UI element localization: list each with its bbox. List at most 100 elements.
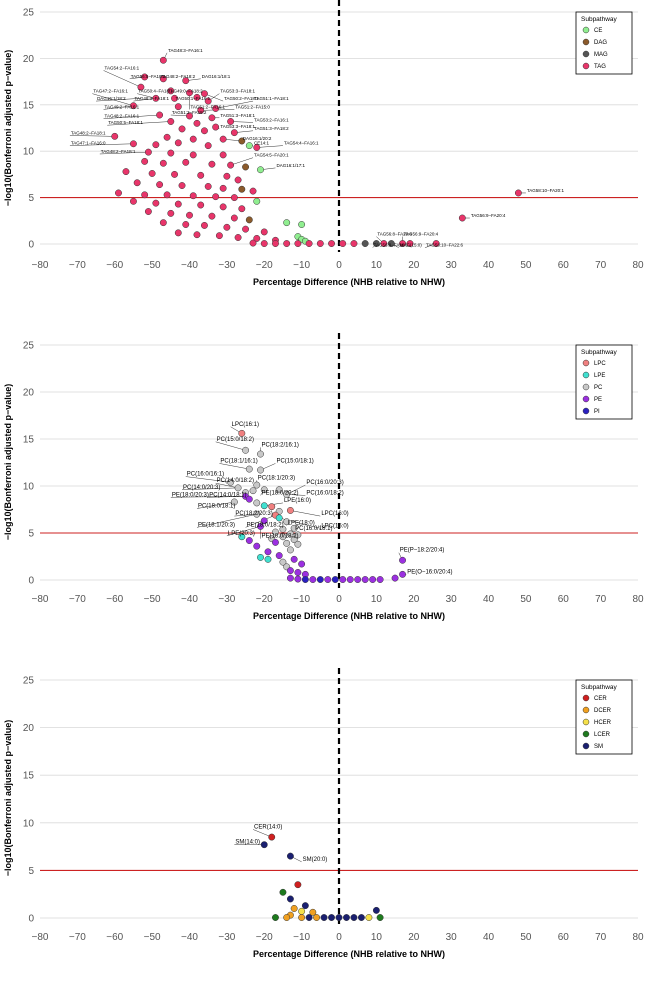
x-tick-label: 20 [408,594,420,605]
data-point-tag [189,135,197,143]
label-leader-line [196,501,235,509]
point-label: TAG48:2−FA18:2 [161,74,196,79]
data-point-pc [253,499,261,507]
data-point-lpe [257,553,264,561]
data-point-dcer [309,908,317,916]
x-tick-label: −20 [256,260,273,271]
data-point-dcer [298,914,306,921]
point-label: TAG50:1−FA16:1 [176,96,211,101]
data-point-tag [212,193,220,201]
data-point-tag [253,234,261,242]
data-point-tag [283,240,291,247]
x-tick-label: 50 [520,260,532,271]
data-point-pe [346,576,354,583]
point-label: PC(18:1/20:3) [258,475,295,481]
data-point-tag [212,105,220,112]
point-label: PC(14:0/18:2) [217,478,254,484]
data-point-tag [212,123,220,131]
data-point-pc [290,536,298,544]
x-tick-label: −60 [106,594,123,605]
point-label: TAG48:2−FA18:1 [71,130,106,135]
data-point-pe [399,556,406,564]
point-label: PC(14:0/18:1) [209,492,246,498]
data-point-dcer [313,914,321,921]
point-label: TAG50:5−FA18:1 [108,120,143,125]
legend-swatch-cer [582,694,590,702]
x-tick-label: −80 [32,260,49,271]
data-point-pc [249,487,257,495]
data-point-tag [215,232,223,240]
data-point-tag [167,149,175,157]
data-point-tag [193,119,201,127]
data-point-pe [354,576,362,583]
x-tick-label: −50 [144,260,161,271]
point-label: LPE(18:0) [288,520,315,526]
y-tick-label: 0 [28,576,34,587]
data-point-cer [294,881,302,889]
point-label: DAG16:1/18:2 [97,96,126,101]
data-point-tag [380,240,388,247]
data-point-pe [286,567,294,575]
data-point-tag [167,118,175,125]
data-point-pi [301,576,309,583]
data-point-tag [171,170,179,178]
point-label: DAG16:1/17:1 [276,163,305,168]
data-point-tag [227,161,235,169]
point-label: PE(P−18:2/20:4) [400,548,445,554]
data-point-ce [257,166,264,174]
point-label: PE(18:0/20:2) [262,490,299,496]
x-tick-label: −30 [218,260,235,271]
data-point-tag [174,229,182,237]
data-point-sm [286,852,294,860]
point-label: DAG16:1/20:2 [243,136,272,141]
data-point-lcer [272,914,279,921]
data-point-tag [201,221,208,229]
data-point-pe [361,576,369,583]
data-point-mag [387,240,395,247]
data-point-lpe [260,502,268,510]
data-point-sm [305,914,313,921]
x-tick-label: −40 [181,594,198,605]
point-label: LPE(20:3) [228,531,255,537]
legend-swatch-dcer [582,706,590,714]
legend-swatch-sm [582,742,590,750]
point-label: TAG54:4−FA16:1 [284,141,319,146]
legend-label: LPC [594,361,606,367]
point-label: TAG53:3−FA18:1 [220,124,255,129]
legend-label: TAG [594,64,606,70]
point-label: PC(16:0/16:1) [187,472,224,478]
data-point-sm [260,841,268,849]
point-label: PE(O−16:0/20:4) [407,569,452,575]
data-point-pe [286,574,294,582]
data-point-pe [272,538,279,546]
data-point-ce [298,221,306,228]
point-label: CE14:1 [254,141,270,146]
data-point-tag [189,151,197,159]
data-point-tag [208,212,216,220]
data-point-pc [275,486,283,494]
data-point-tag [219,151,227,159]
data-point-tag [193,93,201,101]
data-point-tag [193,231,201,239]
label-leader-line [92,93,134,106]
legend-swatch-lpc [582,359,590,367]
data-point-sm [357,914,365,921]
x-tick-label: −50 [144,594,161,605]
data-point-tag [129,102,137,110]
legend-label: LCER [594,732,611,738]
point-label: PE(18:1/20:3) [198,522,235,528]
x-tick-label: −80 [32,594,49,605]
data-point-pc [279,525,287,533]
x-tick-label: 30 [446,932,458,943]
x-tick-label: −40 [181,260,198,271]
point-label: TAG51:1−FA18:1 [254,96,289,101]
data-point-pc [242,446,250,454]
data-point-dag [238,137,246,145]
label-leader-line [215,100,254,109]
point-label: DAG16:1/18:1 [202,74,231,79]
point-label: SM(20:0) [303,857,328,863]
data-point-tag [163,191,171,199]
point-label: PC(15:0/18:2) [217,437,254,443]
point-label: TAG48:3−FA16:1 [168,48,203,53]
data-point-tag [197,106,205,114]
